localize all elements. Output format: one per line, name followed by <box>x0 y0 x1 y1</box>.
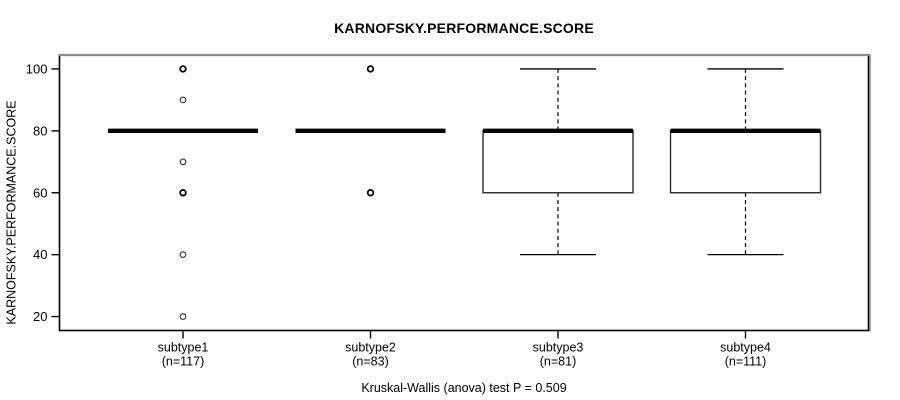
outlier-point <box>179 65 187 73</box>
y-tick-label: 20 <box>33 309 47 324</box>
iqr-box <box>482 130 634 194</box>
outlier-point <box>179 189 187 197</box>
y-tick-label: 80 <box>33 123 47 138</box>
group-label: subtype4 <box>720 341 771 355</box>
outlier-point <box>179 251 187 259</box>
outlier-point <box>366 189 375 197</box>
group-label: subtype2 <box>345 341 396 355</box>
group-n-label: (n=111) <box>725 355 767 369</box>
stat-test-caption: Kruskal-Wallis (anova) test P = 0.509 <box>361 381 567 395</box>
chart-title: KARNOFSKY.PERFORMANCE.SCORE <box>334 20 594 36</box>
group-label: subtype1 <box>158 341 209 355</box>
group-n-label: (n=83) <box>352 355 388 369</box>
outlier-point <box>179 313 187 320</box>
iqr-box <box>669 130 822 194</box>
y-tick-label: 40 <box>33 247 47 262</box>
outlier-point <box>366 65 375 73</box>
y-tick-label: 60 <box>33 185 47 200</box>
outlier-point <box>179 96 187 104</box>
group-n-label: (n=117) <box>162 355 205 369</box>
outlier-point <box>179 158 187 166</box>
group-label: subtype3 <box>533 341 584 355</box>
group-n-label: (n=81) <box>540 355 576 369</box>
y-tick-label: 100 <box>26 61 48 76</box>
